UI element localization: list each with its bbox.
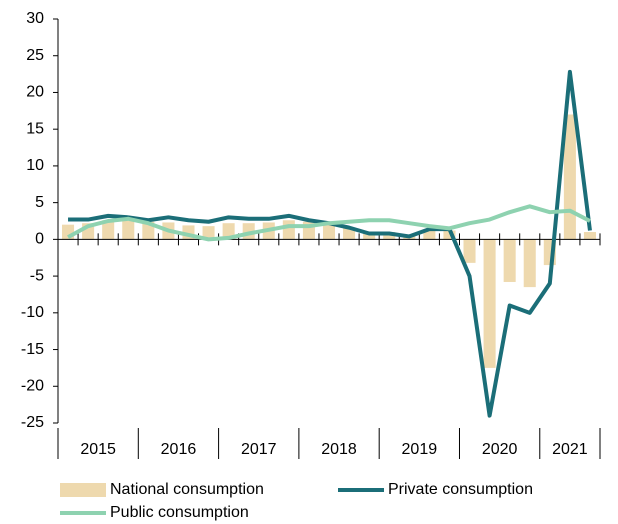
y-tick-label: 25 <box>26 47 44 64</box>
legend-label: Public consumption <box>110 504 249 521</box>
bar <box>102 220 115 240</box>
y-tick-label: 5 <box>35 194 44 211</box>
bar <box>383 232 396 240</box>
y-tick-label: 30 <box>26 10 44 27</box>
y-tick-label: 0 <box>35 231 44 248</box>
bar <box>503 239 516 282</box>
bar <box>563 114 576 240</box>
line <box>67 204 591 242</box>
bar <box>122 221 135 240</box>
y-tick-label: 20 <box>26 84 44 101</box>
bar <box>282 220 295 240</box>
bar <box>343 228 356 240</box>
year-label: 2021 <box>552 441 588 458</box>
legend-label: National consumption <box>110 481 264 498</box>
year-label: 2016 <box>161 441 197 458</box>
year-label: 2020 <box>482 441 518 458</box>
y-tick-label: -10 <box>21 304 44 321</box>
bar <box>423 230 436 240</box>
year-label: 2019 <box>402 441 438 458</box>
y-tick-label: 15 <box>26 120 44 137</box>
bar <box>202 226 215 240</box>
year-label: 2018 <box>321 441 357 458</box>
y-tick-label: -5 <box>30 267 44 284</box>
legend-swatch <box>60 483 106 497</box>
bar <box>322 224 336 240</box>
bar <box>483 239 496 368</box>
legend-label: Private consumption <box>388 481 533 498</box>
y-tick-label: -25 <box>21 414 44 431</box>
bar <box>62 224 75 240</box>
y-tick-label: 10 <box>26 157 44 174</box>
bar <box>523 239 536 288</box>
bar <box>583 232 596 240</box>
bar <box>363 232 376 240</box>
bar <box>463 239 476 263</box>
bar <box>443 230 456 240</box>
year-label: 2015 <box>80 441 116 458</box>
y-tick-label: -15 <box>21 341 44 358</box>
year-label: 2017 <box>241 441 277 458</box>
y-tick-label: -20 <box>21 377 44 394</box>
